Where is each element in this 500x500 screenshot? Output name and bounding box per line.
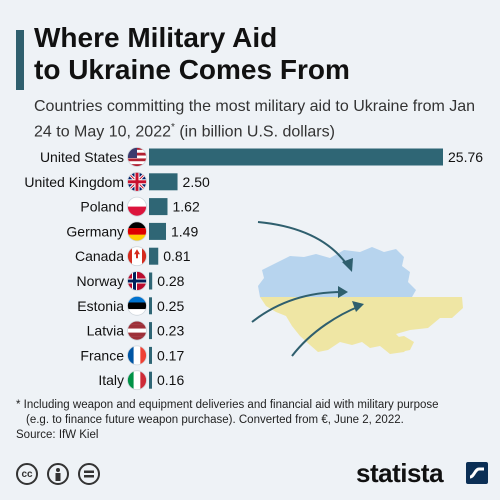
- category-label: United Kingdom: [24, 174, 124, 190]
- arrow-south: [291, 305, 361, 357]
- arrow-middle: [251, 291, 343, 323]
- value-label: 0.23: [157, 323, 184, 339]
- category-label: Italy: [98, 372, 124, 388]
- bar: [149, 198, 168, 216]
- no-derivatives-icon[interactable]: [78, 463, 100, 485]
- bar-row: Poland 1.62: [80, 196, 200, 217]
- bar-row: France 0.17: [80, 345, 184, 366]
- bar-row: Canada 0.81: [75, 246, 191, 267]
- flag-germany-icon: [127, 221, 147, 241]
- footnote: * Including weapon and equipment deliver…: [16, 398, 492, 428]
- flag-outline: [127, 295, 147, 316]
- arrow-south-head: [352, 301, 364, 312]
- bar-row: Germany 1.49: [66, 221, 198, 242]
- bar: [149, 247, 159, 265]
- value-label: 25.76: [448, 149, 483, 165]
- bar: [149, 297, 152, 315]
- bar-row: Latvia 0.23: [87, 320, 184, 341]
- flag-outline: [127, 221, 147, 242]
- flag-italy-icon: [127, 370, 147, 390]
- bar-row: United States 25.76: [40, 147, 483, 167]
- bar-chart: United States 25.76 United Kingdom 2.50 Pola…: [24, 147, 483, 391]
- flag-outline: [127, 320, 147, 341]
- value-label: 0.25: [157, 298, 184, 314]
- value-label: 0.17: [157, 347, 184, 363]
- value-label: 0.28: [157, 273, 184, 289]
- bar: [149, 346, 152, 364]
- source-note: Source: IfW Kiel: [16, 429, 99, 441]
- category-label: United States: [40, 149, 124, 165]
- flag-us-icon: [127, 147, 147, 167]
- arrow-north: [257, 221, 349, 267]
- category-label: Estonia: [77, 298, 124, 314]
- category-label: Latvia: [87, 323, 125, 339]
- flag-outline: [127, 370, 147, 391]
- flag-norway-icon: [127, 271, 147, 291]
- chart-subtitle: Countries committing the most military a…: [34, 96, 484, 142]
- statista-logo-mark-icon: [466, 462, 488, 484]
- flag-france-icon: [127, 345, 147, 365]
- flag-outline: [127, 171, 147, 192]
- footnote-line-2: (e.g. to finance future weapon purchase)…: [26, 414, 404, 426]
- flag-outline: [127, 147, 147, 167]
- bar-row: Estonia 0.25: [77, 295, 184, 316]
- value-label: 0.16: [157, 372, 184, 388]
- arrow-north-head: [342, 258, 353, 272]
- chart-title: Where Military Aid to Ukraine Comes From: [34, 22, 350, 85]
- bar: [149, 222, 167, 240]
- title-accent-bar: [16, 30, 24, 90]
- flag-outline: [127, 345, 147, 366]
- flag-outline: [127, 246, 147, 267]
- value-label: 2.50: [183, 174, 210, 190]
- bar: [149, 272, 153, 290]
- flag-poland-icon: [127, 197, 147, 217]
- ukraine-map-yellow-half: [260, 297, 463, 354]
- subtitle-unit: (in billion U.S. dollars): [174, 123, 335, 141]
- footnote-line-1: * Including weapon and equipment deliver…: [16, 399, 439, 411]
- value-label: 1.49: [171, 223, 198, 239]
- value-label: 0.81: [163, 248, 190, 264]
- ukraine-map-blue-half: [258, 247, 416, 297]
- bar: [149, 371, 152, 389]
- subtitle-main: Countries committing the most military a…: [34, 98, 476, 141]
- ukraine-map-crimea: [392, 336, 414, 352]
- value-label: 1.62: [172, 199, 199, 215]
- flag-canada-icon: [127, 246, 147, 266]
- bar-row: United Kingdom 2.50: [24, 171, 210, 192]
- flag-outline: [127, 271, 147, 291]
- bar-row: Italy 0.16: [98, 370, 184, 391]
- attribution-icon[interactable]: [47, 463, 69, 485]
- flag-estonia-icon: [127, 296, 147, 316]
- category-label: France: [80, 347, 124, 363]
- ukraine-map: [251, 221, 463, 357]
- category-label: Canada: [75, 248, 124, 264]
- bar: [149, 322, 152, 340]
- subtitle-footnote-marker: *: [170, 122, 175, 133]
- category-label: Poland: [80, 199, 124, 215]
- flag-outline: [127, 196, 147, 217]
- bar: [149, 148, 443, 166]
- bar-row: Norway 0.28: [77, 271, 185, 291]
- flag-latvia-icon: [127, 321, 147, 341]
- chart-rows: United States 25.76 United Kingdom 2.50 Pola…: [24, 147, 483, 391]
- arrow-middle-head: [338, 286, 348, 298]
- bar: [149, 173, 178, 191]
- cc-icon[interactable]: cc: [16, 463, 38, 485]
- category-label: Norway: [77, 273, 124, 289]
- category-label: Germany: [66, 223, 124, 239]
- statista-logo[interactable]: statista: [356, 458, 444, 488]
